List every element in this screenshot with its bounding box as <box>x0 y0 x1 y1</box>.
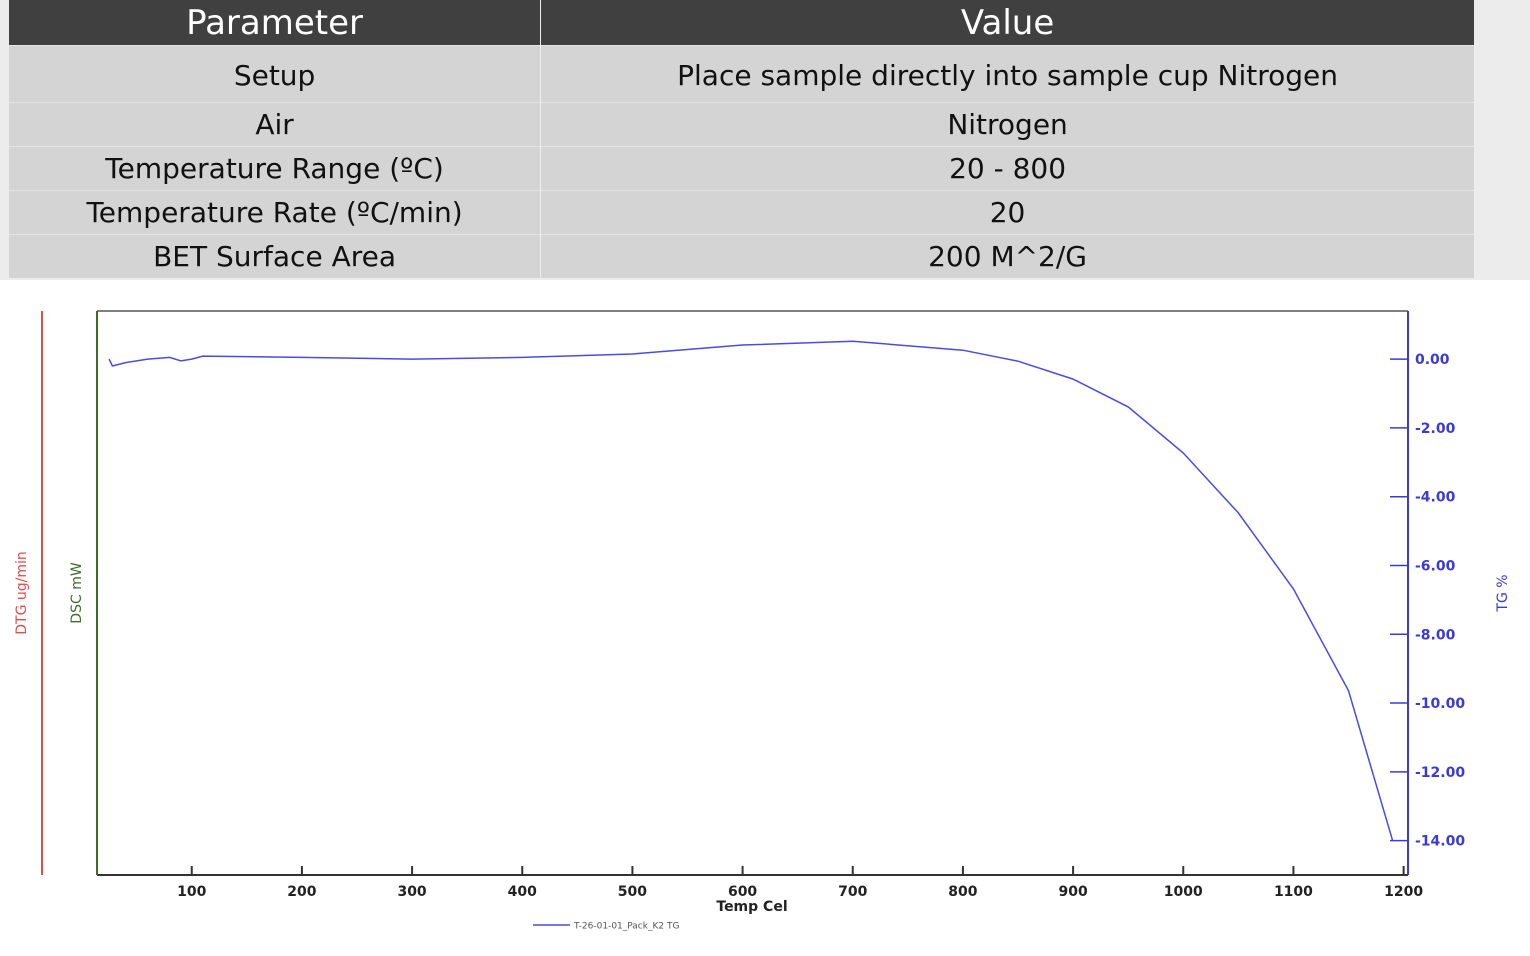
table-cell: Nitrogen <box>540 102 1474 147</box>
table-cell: 200 M^2/G <box>540 234 1474 278</box>
y-axis-label: TG % <box>1495 574 1511 612</box>
table-row: BET Surface Area 200 M^2/G <box>9 234 1474 278</box>
x-tick-label: 100 <box>177 884 206 900</box>
y-tick-label: -2.00 <box>1415 421 1456 437</box>
table-panel: Parameter Value Setup Place sample directl… <box>0 0 1530 280</box>
tg-line <box>108 340 1394 841</box>
x-tick-label: 400 <box>508 884 537 900</box>
y-tick-label: 0.00 <box>1415 352 1450 368</box>
x-tick-label: 900 <box>1058 884 1087 900</box>
extra-axis-label: DSC mW <box>69 562 85 624</box>
y-tick-label: -14.00 <box>1415 834 1465 850</box>
chart: DTG ug/min DSC mW 100 200 300 400 500 600 700 800… <box>14 310 1511 932</box>
table-cell: Air <box>9 102 541 147</box>
x-axis-label: Temp Cel <box>716 899 787 915</box>
y-tick-label: -6.00 <box>1415 558 1456 574</box>
header-row: Parameter Value <box>9 0 1474 46</box>
legend-label: T-26-01-01_Pack_K2 TG <box>573 922 679 932</box>
x-tick-label: 1100 <box>1274 884 1313 900</box>
table-cell: Temperature Range (ºC) <box>9 146 541 191</box>
table-row: Air Nitrogen <box>9 102 1474 147</box>
table-cell: 20 - 800 <box>540 146 1474 191</box>
x-tick-label: 700 <box>838 884 867 900</box>
table-row: Setup Place sample directly into sample c… <box>9 45 1474 103</box>
table-cell: 20 <box>540 190 1474 235</box>
table-cell: BET Surface Area <box>9 234 541 278</box>
table-cell: Temperature Rate (ºC/min) <box>9 190 541 235</box>
x-tick-label: 300 <box>397 884 426 900</box>
extra-axis-label: DTG ug/min <box>14 551 30 635</box>
x-tick-label: 500 <box>618 884 647 900</box>
y-tick-label: -10.00 <box>1415 696 1465 712</box>
table-cell: Place sample directly into sample cup Ni… <box>540 45 1474 103</box>
table-row: Temperature Rate (ºC/min) 20 <box>9 190 1474 235</box>
x-tick-label: 1200 <box>1384 884 1423 900</box>
table-cell: Setup <box>9 45 541 103</box>
parameter-table: Parameter Value Setup Place sample directl… <box>9 0 1474 278</box>
x-tick-label: 600 <box>728 884 757 900</box>
x-tick-label: 200 <box>287 884 316 900</box>
y-tick-label: -4.00 <box>1415 490 1456 506</box>
x-tick-label: 800 <box>948 884 977 900</box>
y-tick-label: -8.00 <box>1415 627 1456 643</box>
header-cell: Parameter <box>9 0 541 46</box>
table-row: Temperature Range (ºC) 20 - 800 <box>9 146 1474 191</box>
header-cell: Value <box>540 0 1474 46</box>
y-tick-label: -12.00 <box>1415 765 1465 781</box>
x-tick-label: 1000 <box>1164 884 1203 900</box>
